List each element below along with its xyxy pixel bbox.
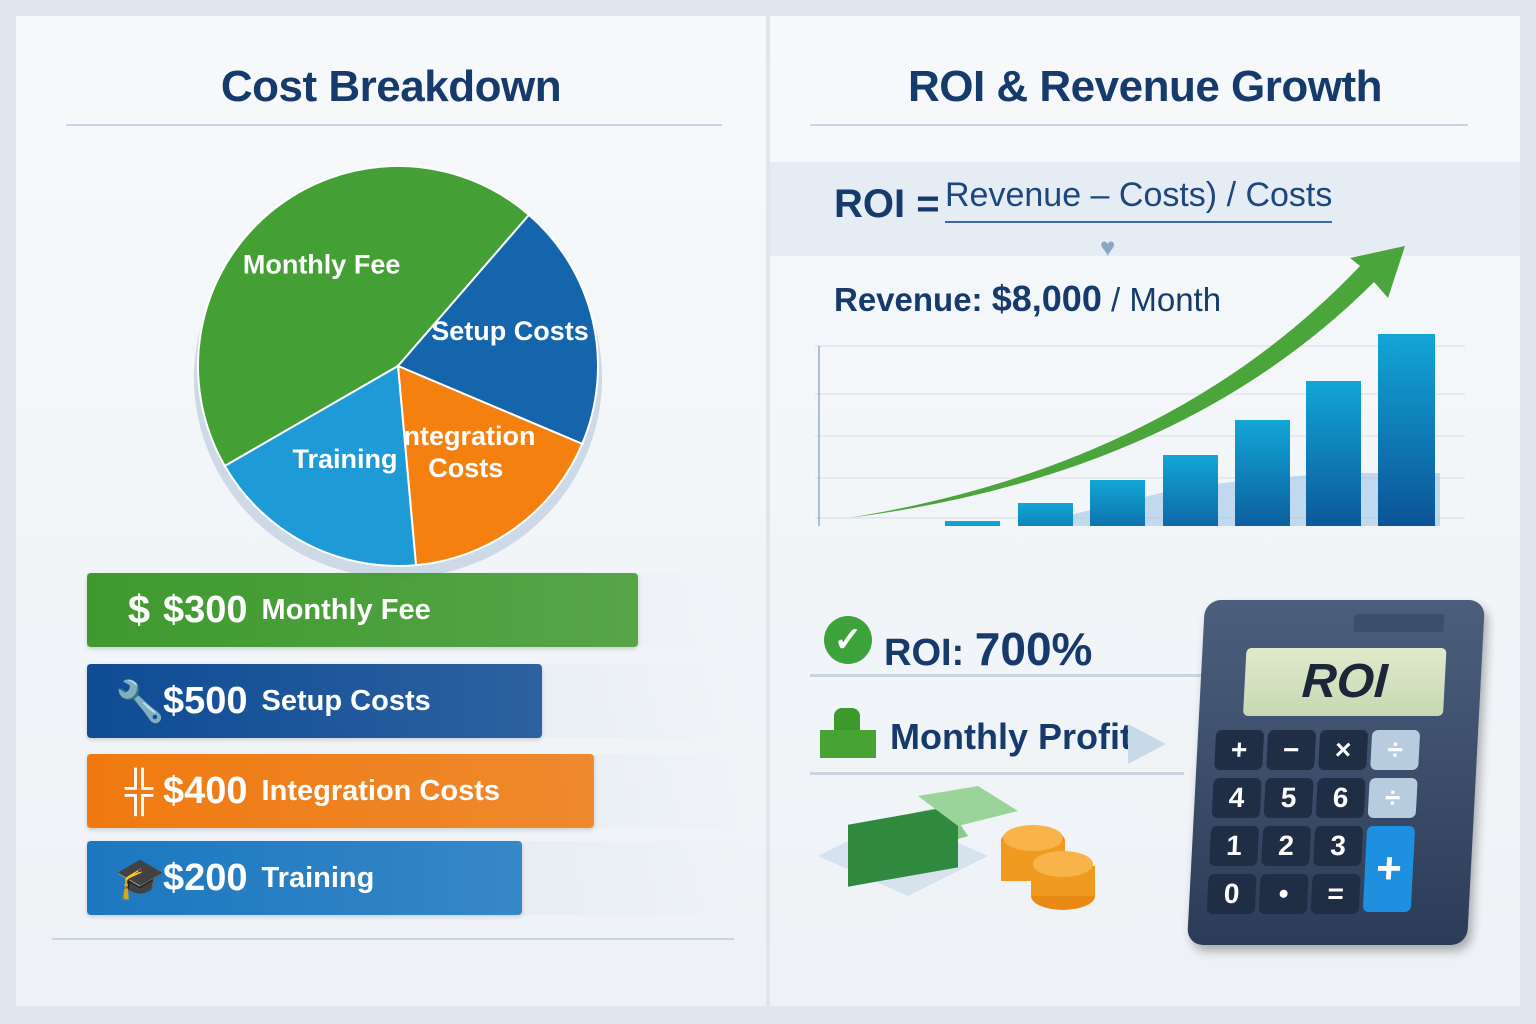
pie-label: Training	[293, 444, 398, 474]
cost-label: Monthly Fee	[261, 593, 431, 626]
revenue-bar	[1018, 503, 1073, 526]
revenue-label: Revenue:	[834, 281, 983, 318]
formula-band	[770, 162, 1520, 256]
pie-slice	[197, 165, 531, 468]
calculator: ROI + − × ÷ 4 5 6 ÷ 1 2 3 +0 • =	[1186, 600, 1486, 945]
cost-item: 🔧 $500 Setup Costs	[87, 664, 542, 738]
revenue-bar	[1090, 480, 1145, 526]
money-stack-icon	[818, 786, 1095, 910]
divider	[810, 124, 1468, 126]
calculator-key[interactable]: 3	[1313, 826, 1364, 866]
profit-box-icon	[820, 708, 876, 758]
divider	[66, 124, 722, 126]
pie-label: Integration Costs	[396, 421, 536, 483]
formula-rhs: Revenue – Costs) / Costs	[945, 176, 1333, 223]
revenue-unit: / Month	[1111, 281, 1222, 318]
divider	[810, 674, 1230, 677]
calculator-key[interactable]: •	[1258, 874, 1309, 914]
cost-pie-chart: Monthly Fee Setup Costs Integration CostsTr…	[194, 165, 602, 578]
divider	[52, 938, 734, 940]
calculator-display: ROI	[1242, 648, 1447, 716]
pie-slice	[223, 364, 418, 567]
play-arrow-icon	[1128, 724, 1166, 764]
cost-label: Setup Costs	[261, 684, 431, 717]
pie-label: Monthly Fee	[243, 249, 401, 279]
cost-item: 🎓 $200 Training	[87, 841, 522, 915]
plug-icon: ╬	[124, 768, 154, 813]
down-arrow-icon: ♥	[1100, 232, 1116, 262]
dollar-icon: $	[127, 587, 151, 632]
revenue-bar	[1235, 420, 1290, 526]
calculator-key[interactable]: 4	[1211, 778, 1262, 818]
roi-value: 700%	[974, 623, 1093, 675]
pie-slice	[396, 364, 584, 567]
calculator-key[interactable]: ×	[1318, 730, 1369, 770]
calculator-key[interactable]: 1	[1209, 826, 1260, 866]
cost-amount: $400	[163, 769, 248, 812]
pie-label: Setup Costs	[431, 316, 589, 346]
revenue-value: $8,000	[991, 278, 1102, 319]
cost-item: $ $300 Monthly Fee	[87, 573, 638, 647]
calculator-key[interactable]: −	[1266, 730, 1317, 770]
calculator-key[interactable]: ÷	[1367, 778, 1418, 818]
calculator-key[interactable]: 2	[1261, 826, 1312, 866]
revenue-bar	[1163, 455, 1218, 526]
calculator-key[interactable]: 5	[1263, 778, 1314, 818]
revenue-bar-chart	[815, 246, 1465, 526]
cost-amount: $200	[163, 856, 248, 899]
graduation-cap-icon: 🎓	[115, 856, 165, 901]
cost-amount: $300	[163, 588, 248, 631]
cost-item: ╬ $400 Integration Costs	[87, 754, 594, 828]
monthly-profit-label: Monthly Profit:	[890, 716, 1144, 757]
revenue-bar	[1378, 334, 1435, 526]
wrench-icon: 🔧	[115, 679, 165, 724]
calculator-key[interactable]: +	[1362, 826, 1416, 912]
calculator-key[interactable]: +	[1214, 730, 1265, 770]
solar-panel	[1353, 614, 1445, 632]
cost-amount: $500	[163, 679, 248, 722]
revenue-bar	[945, 521, 1000, 526]
calculator-key[interactable]: =	[1310, 874, 1361, 914]
revenue-bar	[1306, 381, 1361, 526]
divider	[810, 772, 1184, 775]
formula-lhs: ROI =	[834, 182, 940, 226]
calculator-key[interactable]: 0	[1206, 874, 1257, 914]
cost-breakdown-title: Cost Breakdown	[220, 62, 562, 111]
cost-label: Training	[261, 861, 375, 894]
cost-breakdown-panel: Cost Breakdown Monthly Fee Setup Costs Int…	[16, 16, 766, 1006]
calculator-key[interactable]: 6	[1315, 778, 1366, 818]
check-icon: ✓	[824, 616, 872, 664]
cost-label: Integration Costs	[261, 774, 501, 807]
roi-label: ROI:	[884, 632, 965, 674]
calculator-key[interactable]: ÷	[1370, 730, 1421, 770]
roi-title: ROI & Revenue Growth	[907, 62, 1383, 111]
